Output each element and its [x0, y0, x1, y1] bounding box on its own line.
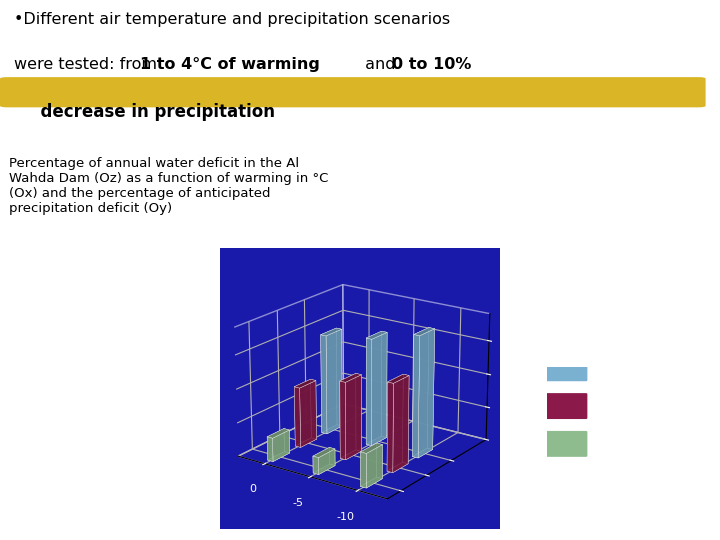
FancyBboxPatch shape [0, 77, 706, 107]
FancyBboxPatch shape [546, 431, 588, 457]
FancyBboxPatch shape [546, 393, 588, 419]
Text: 0 to 10%: 0 to 10% [392, 57, 472, 72]
Text: •Different air temperature and precipitation scenarios: •Different air temperature and precipita… [14, 12, 451, 27]
Text: 1 to 4°C of warming: 1 to 4°C of warming [140, 57, 320, 72]
Text: 3 - 4: 3 - 4 [596, 361, 626, 374]
Text: decrease in precipitation: decrease in precipitation [29, 103, 275, 121]
Text: 1 - 2: 1 - 2 [596, 436, 626, 449]
FancyBboxPatch shape [546, 355, 588, 381]
Text: and: and [360, 57, 400, 72]
Text: Percentage of annual water deficit in the Al
Wahda Dam (Oz) as a function of war: Percentage of annual water deficit in th… [9, 157, 328, 214]
Text: were tested: from: were tested: from [14, 57, 163, 72]
Text: 2 - 3: 2 - 3 [596, 399, 626, 411]
